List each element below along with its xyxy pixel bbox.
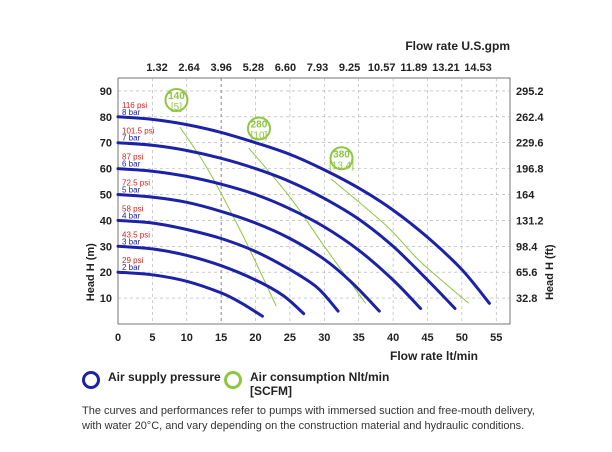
right-tick-label: 131.2	[516, 215, 544, 227]
top-tick-label: 9.25	[339, 62, 360, 74]
top-tick-label: 14.53	[464, 62, 492, 74]
pressure-psi-label: 87 psi	[122, 153, 144, 162]
x-tick-label: 55	[490, 332, 502, 344]
pressure-bar-label: 6 bar	[122, 160, 141, 169]
right-tick-label: 295.2	[516, 86, 544, 98]
x-tick-label: 0	[115, 332, 121, 344]
left-tick-label: 20	[100, 267, 112, 279]
pressure-psi-label: 72.5 psi	[122, 179, 150, 188]
air-consumption-ring	[246, 116, 271, 141]
x-tick-label: 45	[421, 332, 433, 344]
x-tick-label: 50	[456, 332, 468, 344]
top-tick-label: 10.57	[368, 62, 396, 74]
pressure-curve	[116, 167, 423, 310]
right-tick-label: 229.6	[516, 138, 544, 150]
left-tick-label: 60	[100, 164, 112, 176]
right-axis-title: Head H (ft)	[544, 244, 556, 300]
left-tick-label: 50	[100, 190, 112, 202]
pressure-curve	[116, 244, 306, 316]
top-tick-label: 1.32	[146, 62, 167, 74]
legend-air-supply-pressure: Air supply pressure	[82, 370, 258, 389]
right-tick-label: 196.8	[516, 164, 544, 176]
footnote: The curves and performances refer to pum…	[82, 405, 535, 432]
x-tick-label: 35	[353, 332, 365, 344]
top-tick-label: 6.60	[275, 62, 296, 74]
left-tick-label: 10	[100, 293, 112, 305]
pressure-curve	[116, 270, 264, 318]
pressure-psi-label: 58 psi	[122, 204, 144, 213]
green-ring-icon	[224, 371, 242, 389]
legend-air-label: Air consumption Nlt/min [SCFM]	[250, 370, 390, 398]
left-tick-label: 80	[100, 112, 112, 124]
pressure-bar-label: 7 bar	[122, 134, 141, 143]
left-axis-title: Head H (m)	[85, 243, 97, 301]
top-axis-title: Flow rate U.S.gpm	[405, 39, 510, 53]
air-consumption-label: 380	[333, 149, 350, 160]
plot-frame	[117, 77, 511, 325]
pressure-bar-label: 3 bar	[122, 237, 141, 246]
pressure-curve	[116, 193, 381, 313]
left-tick-label: 70	[100, 138, 112, 150]
x-tick-label: 30	[318, 332, 330, 344]
pressure-bar-label: 8 bar	[122, 108, 141, 117]
air-consumption-label: 140	[168, 91, 185, 102]
air-consumption-ring	[329, 146, 354, 171]
pressure-curve	[116, 141, 457, 310]
pressure-bar-label: 5 bar	[122, 186, 141, 195]
top-tick-label: 11.89	[400, 62, 427, 74]
x-tick-label: 20	[249, 332, 261, 344]
right-tick-label: 262.4	[516, 112, 544, 124]
top-tick-label: 7.93	[307, 62, 328, 74]
pressure-curve	[116, 218, 340, 313]
top-tick-label: 3.96	[210, 62, 231, 74]
air-consumption-curve	[330, 178, 470, 304]
legend-air-consumption: Air consumption Nlt/min [SCFM]	[224, 370, 400, 398]
air-consumption-label: 280	[251, 119, 268, 130]
left-tick-label: 40	[100, 215, 112, 227]
pressure-psi-label: 29 psi	[122, 256, 144, 265]
right-tick-label: 98.4	[516, 241, 538, 253]
pressure-curve	[116, 115, 491, 305]
x-tick-label: 15	[215, 332, 227, 344]
air-consumption-scfm-label: [13.4]	[329, 160, 354, 171]
x-tick-label: 5	[149, 332, 155, 344]
pressure-bar-label: 2 bar	[122, 263, 141, 272]
pressure-bar-label: 4 bar	[122, 211, 141, 220]
x-tick-label: 25	[284, 332, 296, 344]
air-consumption-scfm-label: [5]	[171, 102, 182, 113]
legend-pressure-label: Air supply pressure	[108, 370, 221, 384]
air-consumption-curve	[179, 126, 277, 307]
right-tick-label: 32.8	[516, 293, 537, 305]
x-tick-label: 40	[387, 332, 399, 344]
right-tick-label: 164	[516, 190, 535, 202]
x-axis-title: Flow rate lt/min	[390, 349, 478, 363]
x-tick-label: 10	[181, 332, 193, 344]
right-tick-label: 65.6	[516, 267, 537, 279]
pressure-psi-label: 43.5 psi	[122, 230, 150, 239]
air-consumption-scfm-label: [10]	[251, 130, 268, 141]
top-tick-label: 5.28	[243, 62, 264, 74]
left-tick-label: 30	[100, 241, 112, 253]
pump-performance-chart: 0 5 10 15 20 25 30 35 40 45 50 55 10 20 30 40 50 60 70 80 90…	[85, 39, 556, 363]
blue-ring-icon	[82, 371, 100, 389]
pressure-psi-label: 101.5 psi	[122, 127, 155, 136]
top-tick-label: 2.64	[178, 62, 200, 74]
top-tick-label: 13.21	[432, 62, 460, 74]
pressure-psi-label: 116 psi	[122, 101, 147, 110]
left-tick-label: 90	[100, 86, 112, 98]
air-consumption-ring	[164, 88, 189, 113]
